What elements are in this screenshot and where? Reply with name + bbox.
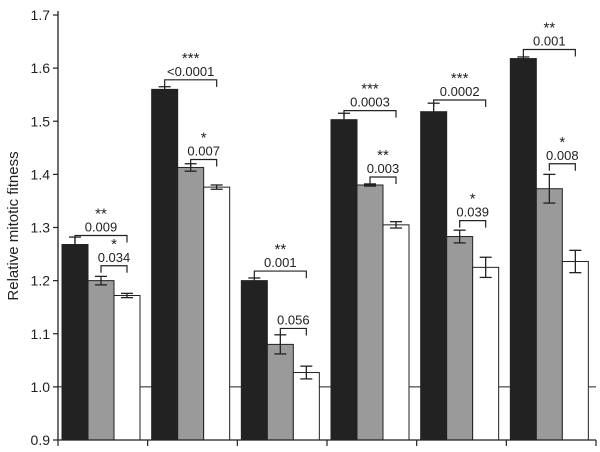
axes-group: 0.9 1.0 1.1 1.2 1.3 1.4 1.5 1.6 1.7 — [31, 7, 597, 448]
bar-white-4 — [382, 224, 410, 441]
bar-white-6 — [561, 261, 589, 441]
p-value-label-5: 0.001 — [264, 255, 297, 270]
p-value-label-6: 0.056 — [277, 312, 310, 327]
bar-grey-2 — [177, 166, 205, 441]
bar-dark-6 — [509, 58, 537, 441]
significance-bracket-11 — [522, 48, 576, 57]
y-tick-label-2: 1.0 — [31, 379, 51, 395]
bar-grey-4 — [356, 184, 384, 441]
bars-group — [61, 58, 589, 441]
p-value-label-1: 0.009 — [85, 219, 118, 234]
significance-stars-8: ** — [377, 147, 389, 164]
error-bars-group — [69, 56, 582, 380]
significance-stars-1: ** — [95, 205, 107, 222]
bar-white-3 — [292, 372, 320, 441]
bar-white-2 — [203, 186, 231, 441]
significance-bracket-10 — [459, 219, 487, 228]
p-value-label-11: 0.001 — [533, 34, 566, 49]
significance-stars-10: * — [470, 191, 476, 208]
significance-bracket-12 — [548, 163, 576, 171]
p-value-label-10: 0.039 — [456, 205, 489, 220]
y-tick-label-1: 0.9 — [31, 432, 51, 448]
bar-dark-1 — [61, 244, 89, 441]
p-value-label-9: 0.0002 — [440, 84, 480, 99]
bar-dark-3 — [240, 280, 268, 441]
p-value-label-4: 0.007 — [187, 144, 220, 159]
p-value-label-3: <0.0001 — [167, 64, 214, 79]
significance-bracket-2 — [100, 265, 128, 273]
significance-stars-9: *** — [451, 70, 469, 87]
y-tick-label-5: 1.3 — [31, 220, 51, 236]
bar-white-1 — [113, 295, 141, 441]
significance-bracket-6 — [279, 327, 307, 336]
significance-stars-11: ** — [543, 20, 555, 37]
significance-stars-4: * — [201, 130, 207, 147]
significance-bracket-4 — [190, 158, 218, 167]
y-tick-label-6: 1.4 — [31, 166, 51, 182]
significance-bracket-7 — [343, 110, 397, 118]
bar-dark-4 — [330, 119, 358, 441]
y-axis-title: Relative mitotic fitness — [5, 151, 22, 300]
significance-stars-5: ** — [274, 241, 286, 258]
significance-annotations-group: 0.009**0.034*<0.0001***0.007*0.001**0.05… — [74, 20, 579, 336]
y-tick-label-7: 1.5 — [31, 113, 51, 129]
bar-grey-5 — [446, 236, 474, 441]
p-value-label-7: 0.0003 — [350, 95, 390, 110]
significance-bracket-1 — [74, 234, 128, 243]
bar-grey-6 — [535, 188, 563, 441]
significance-stars-3: *** — [182, 50, 200, 67]
p-value-label-8: 0.003 — [367, 161, 400, 176]
significance-stars-12: * — [559, 134, 565, 151]
bar-dark-5 — [420, 111, 448, 441]
significance-bracket-3 — [164, 79, 218, 87]
y-tick-label-9: 1.7 — [31, 7, 51, 23]
y-tick-label-4: 1.2 — [31, 273, 51, 289]
significance-stars-2: * — [111, 236, 117, 253]
p-value-label-12: 0.008 — [546, 148, 579, 163]
significance-stars-7: *** — [361, 81, 379, 98]
y-tick-label-3: 1.1 — [31, 326, 51, 342]
significance-bracket-5 — [253, 270, 307, 279]
bar-grey-3 — [266, 343, 294, 441]
significance-bracket-8 — [369, 176, 397, 185]
bar-white-5 — [472, 266, 500, 441]
y-tick-label-8: 1.6 — [31, 60, 51, 76]
bar-grey-1 — [87, 280, 115, 441]
bar-dark-2 — [151, 88, 179, 441]
significance-bracket-9 — [433, 99, 487, 107]
p-value-label-2: 0.034 — [98, 250, 131, 265]
